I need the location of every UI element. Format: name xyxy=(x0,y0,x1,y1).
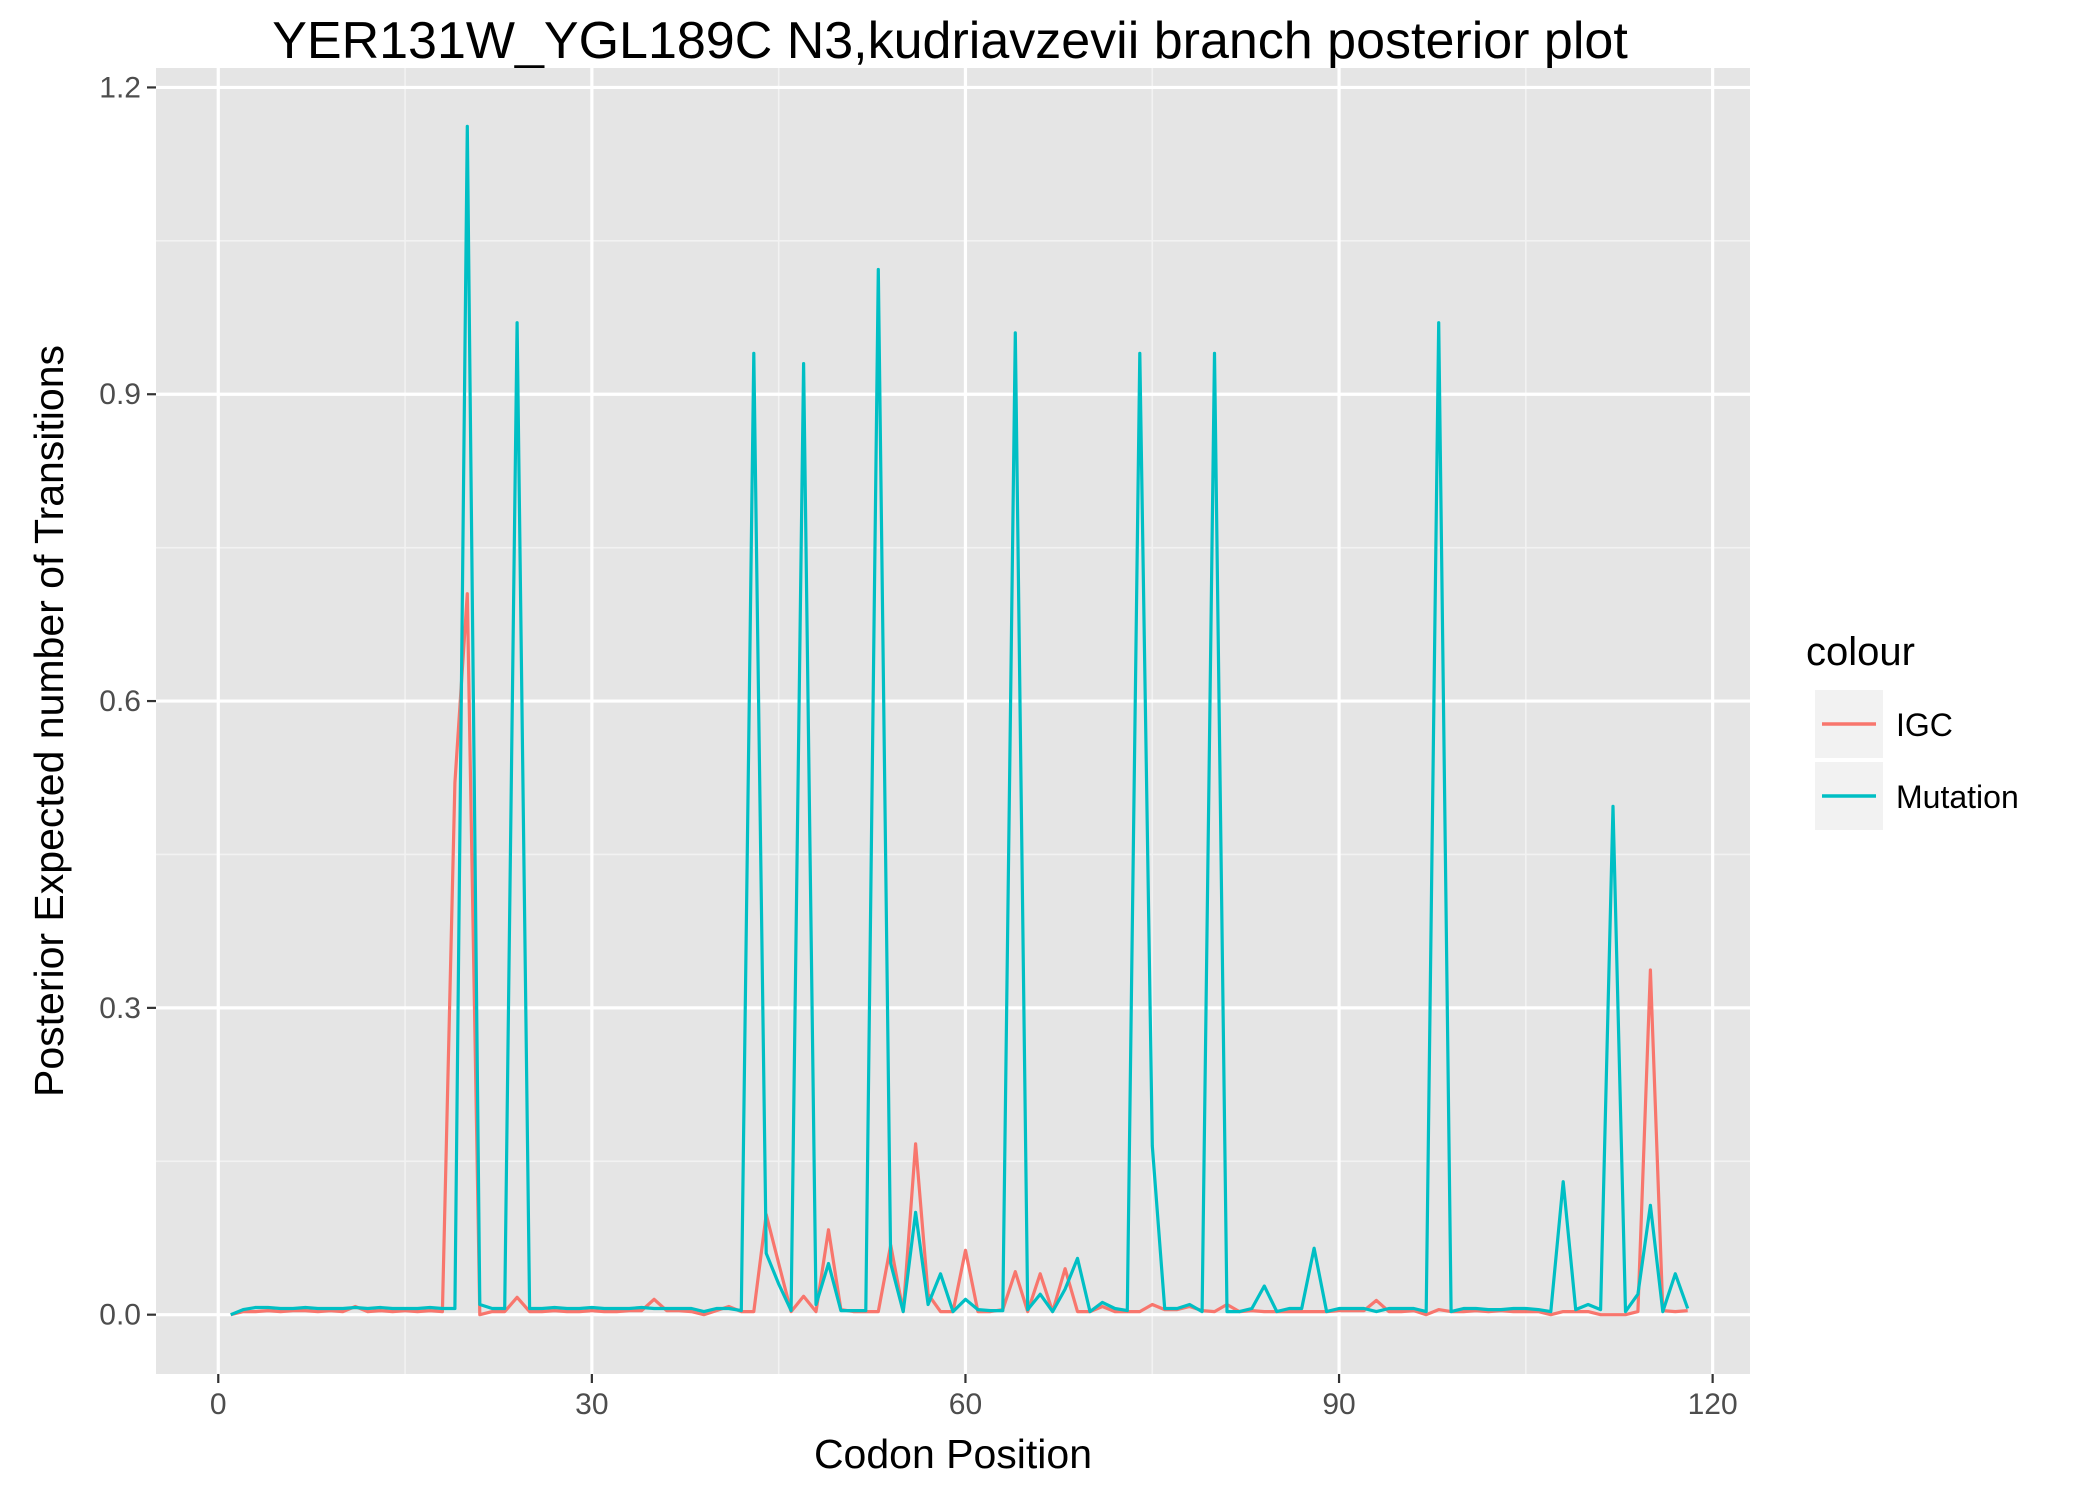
y-tick-label: 0.3 xyxy=(99,992,141,1025)
y-tick-label: 0.6 xyxy=(99,685,141,718)
series-line-igc xyxy=(230,592,1688,1317)
chart-title: YER131W_YGL189C N3,kudriavzevii branch p… xyxy=(272,12,1628,70)
legend-label-mutation: Mutation xyxy=(1896,779,2019,815)
grid-major xyxy=(156,68,1750,1374)
y-axis: 0.0 0.3 0.6 0.9 1.2 xyxy=(99,71,156,1332)
y-tick-label: 0.9 xyxy=(99,378,141,411)
y-axis-title: Posterior Expected number of Transitions xyxy=(26,345,72,1097)
legend: colour IGC Mutation xyxy=(1806,630,2019,830)
x-axis: 0 30 60 90 120 xyxy=(210,1374,1738,1421)
series-line-mutation xyxy=(230,124,1690,1317)
y-tick-label: 1.2 xyxy=(99,71,141,104)
x-tick-label: 0 xyxy=(210,1388,227,1421)
legend-label-igc: IGC xyxy=(1896,707,1953,743)
series-lines xyxy=(230,124,1690,1317)
x-tick-label: 120 xyxy=(1688,1388,1738,1421)
x-tick-label: 90 xyxy=(1322,1388,1355,1421)
legend-title: colour xyxy=(1806,630,1915,674)
grid-minor xyxy=(156,68,1750,1374)
plot-panel xyxy=(156,68,1750,1374)
x-tick-label: 30 xyxy=(575,1388,608,1421)
y-tick-label: 0.0 xyxy=(99,1299,141,1332)
x-tick-label: 60 xyxy=(949,1388,982,1421)
legend-items: IGC Mutation xyxy=(1815,690,2019,830)
x-axis-title: Codon Position xyxy=(814,1431,1092,1477)
